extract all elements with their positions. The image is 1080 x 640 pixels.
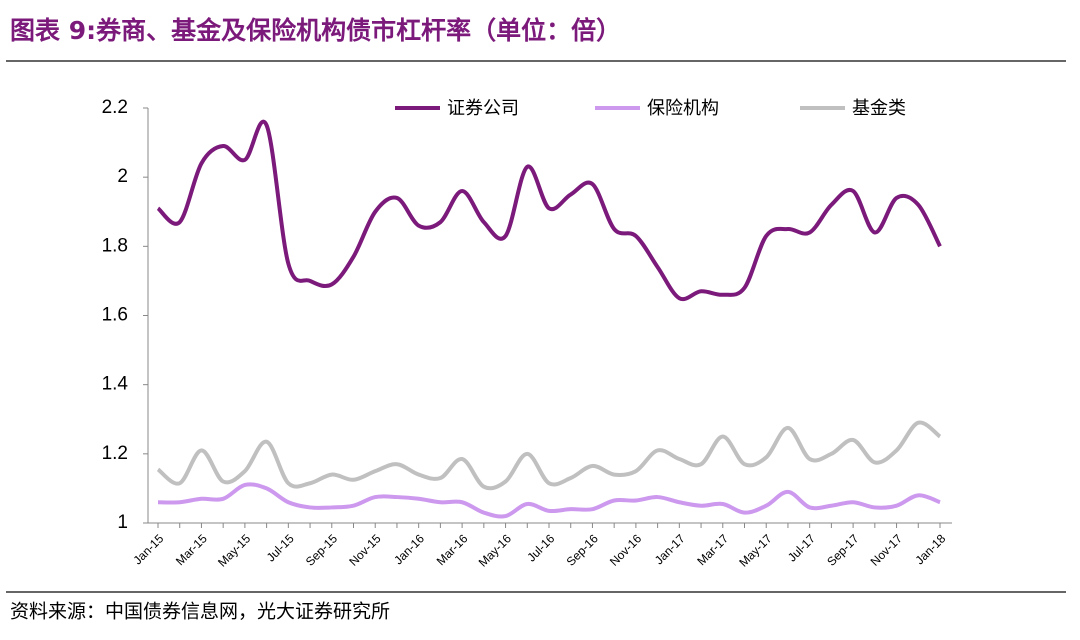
legend-label: 保险机构 xyxy=(647,98,719,119)
y-tick-label: 1.8 xyxy=(102,235,128,256)
y-tick-label: 1 xyxy=(117,512,128,533)
chart-title: 图表 9:券商、基金及保险机构债市杠杆率（单位：倍） xyxy=(10,16,621,45)
y-tick-label: 1.2 xyxy=(102,443,128,464)
x-tick-label: Sep-17 xyxy=(824,531,861,568)
x-tick-label: May-17 xyxy=(736,531,774,569)
y-tick-label: 2.2 xyxy=(102,97,128,118)
series-line xyxy=(156,119,942,302)
x-tick-label: Jul-15 xyxy=(264,531,297,564)
x-tick-label: Mar-16 xyxy=(434,531,471,568)
y-tick-label: 1.4 xyxy=(102,374,129,395)
x-tick-label: Jan-17 xyxy=(652,531,688,567)
x-tick-label: Nov-17 xyxy=(868,531,905,568)
x-tick-label: Sep-16 xyxy=(564,531,601,568)
x-tick-label: Mar-17 xyxy=(694,531,731,568)
y-tick-label: 2 xyxy=(117,166,128,187)
x-tick-label: Jan-16 xyxy=(391,531,427,567)
x-tick-label: May-15 xyxy=(215,531,253,569)
legend-label: 基金类 xyxy=(852,98,906,119)
x-tick-label: Nov-16 xyxy=(607,531,644,568)
x-tick-label: Nov-15 xyxy=(346,531,383,568)
x-tick-label: Jan-15 xyxy=(131,531,167,567)
x-tick-label: Jul-16 xyxy=(524,531,557,564)
source: 资料来源：中国债券信息网，光大证券研究所 xyxy=(10,601,390,623)
y-tick-label: 1.6 xyxy=(102,305,128,326)
x-tick-label: Sep-15 xyxy=(303,531,340,568)
series-line xyxy=(157,482,941,519)
series-line xyxy=(156,420,942,491)
x-tick-label: Jan-18 xyxy=(913,531,949,567)
x-tick-label: May-16 xyxy=(476,531,514,569)
x-tick-label: Jul-17 xyxy=(785,531,818,564)
legend-label: 证券公司 xyxy=(447,98,519,119)
x-tick-label: Mar-15 xyxy=(173,531,210,568)
